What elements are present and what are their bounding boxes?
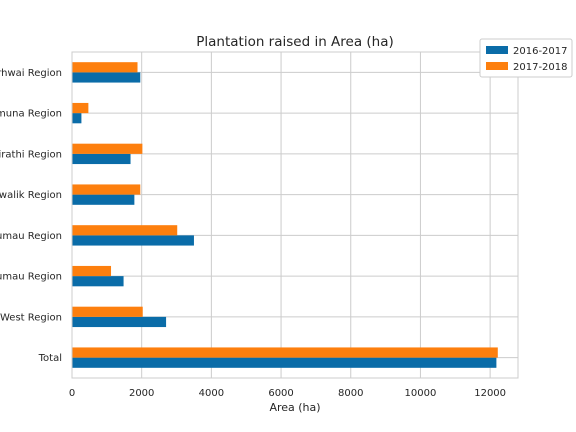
chart-title: Plantation raised in Area (ha)	[196, 34, 394, 50]
legend-swatch-2017-2018	[486, 62, 508, 70]
x-axis-label: Area (ha)	[269, 401, 320, 414]
bar-2017-2018-5	[72, 265, 112, 277]
y-category-label: Total	[38, 353, 62, 364]
gridlines	[71, 52, 518, 378]
bar-2017-2018-3	[72, 184, 141, 195]
bar-2016-2017-3	[72, 194, 135, 205]
x-tick-label: 4000	[199, 388, 224, 399]
y-category-label: rhwai Region	[0, 68, 62, 79]
bar-2016-2017-4	[72, 235, 194, 246]
bar-2016-2017-2	[72, 153, 131, 165]
y-category-label: umau Region	[0, 272, 62, 283]
bar-2016-2017-7	[72, 357, 497, 368]
y-category-label: walik Region	[0, 190, 62, 201]
bar-2017-2018-4	[72, 225, 178, 236]
bar-2017-2018-2	[72, 143, 143, 154]
x-tick-label: 6000	[268, 388, 293, 399]
y-category-label: umau Region	[0, 231, 62, 242]
bar-2016-2017-6	[72, 316, 167, 328]
bar-2016-2017-1	[72, 113, 82, 124]
bars	[72, 62, 498, 368]
y-category-labels: rhwai Region muna Region irathi Region wali…	[0, 68, 62, 364]
x-tick-label: 2000	[129, 388, 154, 399]
bar-2016-2017-0	[72, 72, 141, 83]
x-tick-label: 8000	[338, 388, 363, 399]
legend-label-2017-2018: 2017-2018	[513, 62, 568, 73]
bar-2017-2018-6	[72, 306, 143, 317]
legend-label-2016-2017: 2016-2017	[513, 46, 568, 57]
x-tick-label: 0	[69, 388, 75, 399]
bar-2017-2018-1	[72, 102, 89, 114]
x-tick-label: 10000	[405, 388, 437, 399]
legend-swatch-2016-2017	[486, 46, 508, 54]
y-category-label: irathi Region	[0, 149, 62, 160]
legend: 2016-2017 2017-2018	[479, 38, 573, 78]
x-tick-labels: 0 2000 4000 6000 8000 10000 12000	[69, 388, 506, 399]
bar-2017-2018-0	[72, 62, 138, 73]
y-category-label: West Region	[0, 312, 62, 323]
bar-2016-2017-5	[72, 276, 124, 287]
bar-2017-2018-7	[72, 347, 498, 358]
plot-frame	[71, 51, 519, 379]
x-tick-label: 12000	[474, 388, 506, 399]
y-category-label: muna Region	[0, 109, 62, 120]
